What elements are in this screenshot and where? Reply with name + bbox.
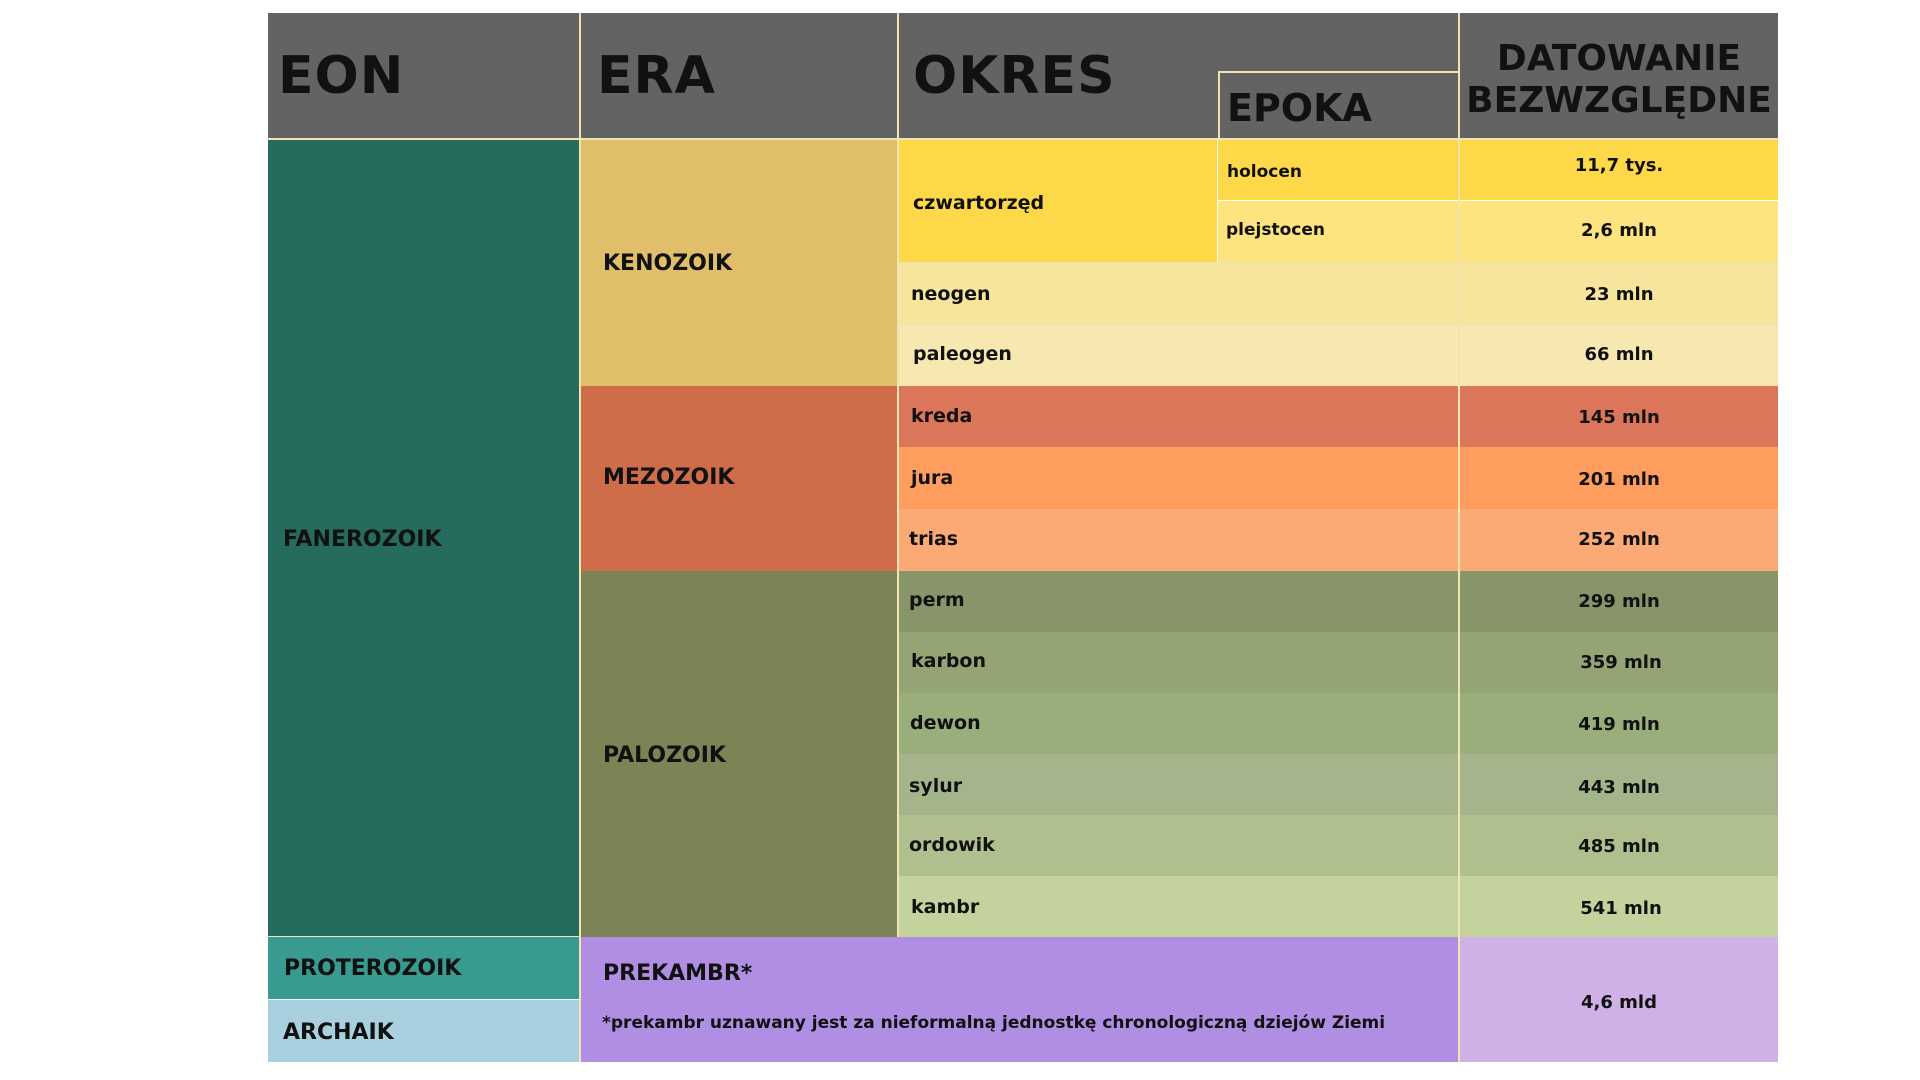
divider-eon-era [579, 13, 581, 1062]
period-jura [899, 447, 1778, 509]
era-mezozoik [581, 386, 898, 571]
period-dewon-label: dewon [910, 712, 981, 734]
header-epoka [1218, 71, 1459, 139]
eon-fanerozoik-label: FANEROZOIK [283, 527, 442, 552]
period-trias [899, 509, 1778, 571]
era-mezozoik-label: MEZOZOIK [603, 465, 735, 490]
date-holocen: 11,7 tys. [1574, 155, 1664, 176]
period-sylur [899, 754, 1778, 815]
date-dewon: 419 mln [1578, 714, 1660, 735]
period-trias-label: trias [909, 528, 959, 550]
date-perm: 299 mln [1578, 591, 1660, 612]
date-cell-holocen [1460, 140, 1778, 200]
header-datowanie-line2: BEZWZGLĘDNE [1466, 80, 1772, 121]
era-kenozoik [581, 140, 898, 386]
prekambr-date-cell [1460, 937, 1778, 1062]
era-palozoik-label: PALOZOIK [603, 743, 726, 768]
divider-czwartorzed-bottom [899, 262, 1778, 264]
date-kambr: 541 mln [1580, 898, 1662, 919]
period-jura-label: jura [911, 467, 954, 489]
period-kambr [899, 876, 1778, 937]
period-neogen [899, 264, 1778, 324]
era-palozoik [581, 571, 898, 937]
period-neogen-label: neogen [911, 283, 991, 305]
period-perm-label: perm [909, 589, 965, 611]
eon-archaik-label: ARCHAIK [283, 1020, 394, 1045]
era-kenozoik-label: KENOZOIK [603, 251, 733, 276]
divider-neogen-bottom [899, 324, 1778, 326]
period-paleogen [899, 326, 1778, 386]
date-paleogen: 66 mln [1584, 344, 1654, 365]
era-prekambr [581, 937, 1459, 1062]
epoch-holocen [1218, 140, 1459, 200]
divider-okres-date [1458, 13, 1460, 1062]
date-ordowik: 485 mln [1578, 836, 1660, 857]
period-perm [899, 571, 1778, 632]
epoch-plejstocen-label: plejstocen [1226, 220, 1325, 240]
header-epoka-label: EPOKA [1227, 86, 1372, 130]
header-era-label: ERA [597, 46, 716, 106]
period-kreda [899, 386, 1778, 447]
epoch-holocen-label: holocen [1227, 162, 1302, 182]
era-prekambr-label: PREKAMBR* [603, 961, 753, 986]
period-ordowik-label: ordowik [909, 834, 995, 856]
eon-proterozoik-label: PROTEROZOIK [284, 956, 462, 981]
header-datowanie [1460, 13, 1778, 139]
date-jura: 201 mln [1578, 469, 1660, 490]
divider-era-okres [897, 13, 899, 937]
period-ordowik [899, 815, 1778, 876]
header-eon [268, 13, 580, 139]
period-czwartorzed-label: czwartorzęd [913, 192, 1045, 214]
date-trias: 252 mln [1578, 529, 1660, 550]
date-neogen: 23 mln [1584, 284, 1654, 305]
epoch-plejstocen [1218, 201, 1459, 262]
date-plejstocen: 2,6 mln [1581, 220, 1657, 241]
period-karbon-label: karbon [911, 650, 987, 672]
eon-proterozoik [268, 937, 580, 999]
date-cell-plejstocen [1460, 201, 1778, 262]
period-dewon [899, 693, 1778, 754]
prekambr-note: *prekambr uznawany jest za nieformalną j… [602, 1013, 1386, 1033]
date-kreda: 145 mln [1578, 407, 1660, 428]
date-karbon: 359 mln [1580, 652, 1662, 673]
header-datowanie-line1: DATOWANIE [1496, 38, 1742, 79]
eon-fanerozoik [268, 140, 580, 936]
period-karbon [899, 632, 1778, 693]
prekambr-date: 4,6 mld [1581, 992, 1657, 1013]
period-kreda-label: kreda [911, 405, 973, 427]
period-czwartorzed [899, 140, 1217, 262]
header-era [581, 13, 898, 139]
period-paleogen-label: paleogen [913, 343, 1012, 365]
header-eon-label: EON [278, 46, 405, 106]
header-okres-label: OKRES [913, 46, 1116, 106]
divider-eon-fanerozoik-bottom [268, 936, 580, 937]
date-sylur: 443 mln [1578, 777, 1660, 798]
eon-archaik [268, 1000, 580, 1062]
period-kambr-label: kambr [911, 896, 980, 918]
period-sylur-label: sylur [909, 775, 963, 797]
divider-header-bottom [268, 138, 1778, 140]
